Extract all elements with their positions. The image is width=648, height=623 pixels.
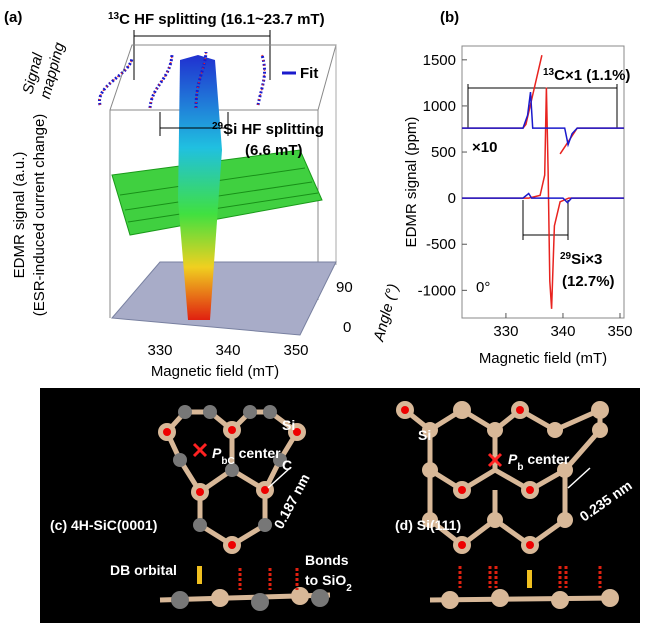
si-label: Si bbox=[418, 427, 431, 443]
series-line bbox=[462, 194, 624, 203]
structures: Si PbC center C 0.187 nm (c) 4H-SiC(0001… bbox=[40, 388, 640, 623]
x-label: Magnetic field (mT) bbox=[479, 350, 607, 367]
x-tick-label: 340 bbox=[550, 323, 575, 340]
si29-annotation: 29Si×3 bbox=[560, 251, 602, 269]
db-orbital bbox=[527, 570, 532, 588]
y-tick-label: 0 bbox=[448, 190, 456, 207]
center: center bbox=[235, 445, 281, 461]
bonds-label: Bonds bbox=[305, 552, 349, 568]
c13-title: 13C HF splitting (16.1~23.7 mT) bbox=[108, 11, 325, 29]
x10-annotation: ×10 bbox=[472, 139, 497, 156]
c-label: C bbox=[282, 457, 292, 473]
y-label: EDMR signal (ppm) bbox=[403, 117, 420, 248]
text: to SiO bbox=[305, 572, 346, 588]
db-orbital bbox=[197, 566, 202, 584]
sup: 29 bbox=[560, 251, 572, 262]
angle-tick-label: 0 bbox=[343, 319, 351, 336]
x-tick-label: 330 bbox=[147, 342, 172, 359]
sup: 29 bbox=[212, 121, 224, 132]
db-label: DB orbital bbox=[110, 562, 177, 578]
si-label: Si bbox=[282, 417, 295, 433]
text: Si HF splitting bbox=[223, 121, 324, 138]
line: EDMR signal (a.u.) bbox=[11, 152, 28, 279]
text: C HF splitting (16.1~23.7 mT) bbox=[119, 11, 324, 28]
angle-tick-label: 90 bbox=[336, 279, 353, 296]
y-tick-label: 1000 bbox=[423, 98, 456, 115]
sub: bC bbox=[221, 456, 234, 467]
panel-b: (b) EDMR signal (ppm) Magnetic field (mT… bbox=[403, 9, 633, 367]
c13-annotation: 13C×1 (1.1%) bbox=[543, 67, 630, 85]
sup: 13 bbox=[543, 67, 555, 78]
si29-title: 29Si HF splitting bbox=[212, 121, 324, 139]
series-line bbox=[462, 55, 542, 128]
center: center bbox=[523, 451, 569, 467]
line: (ESR-induced current change) bbox=[31, 114, 48, 317]
y-label: EDMR signal (a.u.)(ESR-induced current c… bbox=[11, 114, 48, 317]
panel-label: (a) bbox=[4, 9, 22, 26]
x-tick-label: 350 bbox=[607, 323, 632, 340]
si29-pct: (12.7%) bbox=[562, 273, 615, 290]
x-tick-label: 330 bbox=[493, 323, 518, 340]
y-tick-label: 1500 bbox=[423, 52, 456, 69]
panel-label: (d) Si(111) bbox=[395, 517, 461, 533]
panel-label: (b) bbox=[440, 9, 459, 26]
panel-a: (a) 13C HF splitting (16.1~23.7 mT) Sign… bbox=[4, 9, 402, 380]
sub: 2 bbox=[346, 583, 352, 594]
panel-label: (c) 4H-SiC(0001) bbox=[50, 517, 157, 533]
signal-mapping: Signalmapping bbox=[19, 35, 68, 100]
y-tick-label: -500 bbox=[426, 236, 456, 253]
angle-label: Angle (°) bbox=[370, 282, 402, 344]
si29-value: (6.6 mT) bbox=[245, 142, 303, 159]
legend-label: Fit bbox=[300, 65, 318, 82]
x-tick-label: 340 bbox=[215, 342, 240, 359]
x-tick-label: 350 bbox=[283, 342, 308, 359]
sup: 13 bbox=[108, 11, 120, 22]
text: Si×3 bbox=[571, 251, 602, 268]
y-tick-label: 500 bbox=[431, 144, 456, 161]
angle-annotation: 0° bbox=[476, 279, 490, 296]
floor bbox=[112, 262, 336, 335]
y-tick-label: -1000 bbox=[418, 282, 456, 299]
figure: (a) 13C HF splitting (16.1~23.7 mT) Sign… bbox=[0, 0, 648, 623]
text: C×1 (1.1%) bbox=[554, 67, 630, 84]
x-label: Magnetic field (mT) bbox=[151, 363, 279, 380]
series-line bbox=[462, 92, 624, 145]
